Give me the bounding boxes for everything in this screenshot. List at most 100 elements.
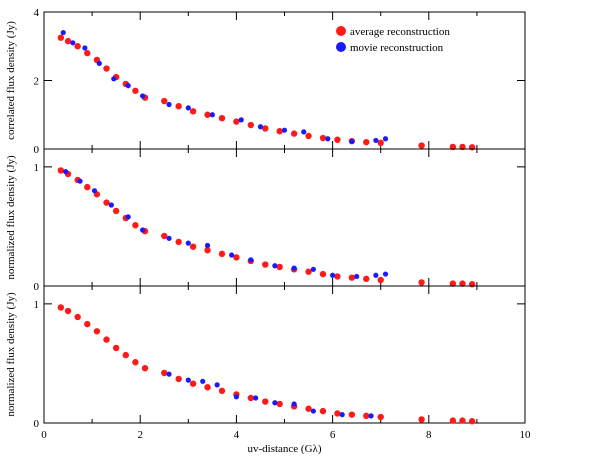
data-point <box>305 132 312 140</box>
data-point <box>166 235 172 241</box>
data-point <box>204 384 211 391</box>
data-point <box>319 407 327 415</box>
data-point <box>233 394 239 400</box>
y-tick-label: 0 <box>34 144 40 156</box>
tick-labels: 0 2 4 <box>34 7 40 156</box>
data-point <box>262 261 269 268</box>
data-point <box>272 400 278 406</box>
data-point <box>377 139 384 147</box>
data-point <box>93 328 101 335</box>
data-point <box>325 136 331 142</box>
data-point <box>64 307 72 315</box>
series-movie <box>166 371 374 419</box>
data-point <box>82 45 88 51</box>
data-point <box>319 134 327 142</box>
data-marks <box>57 304 476 425</box>
data-point <box>377 276 384 284</box>
data-point <box>449 417 457 424</box>
data-point <box>334 410 341 417</box>
data-point <box>189 243 197 250</box>
data-point <box>233 254 240 261</box>
legend-label-average: average reconstruction <box>350 26 450 38</box>
panel-middle: 0 1 normalized flux density (Jy) <box>5 148 526 293</box>
data-point <box>161 232 168 240</box>
data-point <box>91 188 98 194</box>
data-point <box>334 136 341 143</box>
data-point <box>348 274 356 281</box>
y-tick-label: 0 <box>34 281 40 293</box>
data-point <box>305 405 312 412</box>
y-axis-title: normalized flux density (Jy) <box>5 155 17 280</box>
data-point <box>247 394 255 402</box>
data-point <box>218 250 226 258</box>
data-point <box>418 142 425 149</box>
data-point <box>459 417 466 424</box>
data-point <box>204 111 211 118</box>
data-point <box>281 127 288 133</box>
data-point <box>262 125 269 132</box>
data-point <box>363 275 370 283</box>
data-point <box>373 137 379 144</box>
data-point <box>253 395 259 401</box>
data-point <box>363 138 370 146</box>
data-point <box>175 238 182 246</box>
series-movie <box>60 29 389 145</box>
data-point <box>291 401 297 407</box>
data-point <box>103 65 110 72</box>
data-point <box>161 97 168 105</box>
plot-frame <box>43 148 526 287</box>
data-point <box>166 101 172 108</box>
data-point <box>57 304 65 311</box>
y-tick-label: 1 <box>34 162 40 174</box>
data-point <box>84 183 91 191</box>
x-tick-label: 4 <box>234 429 240 441</box>
plot-frame <box>43 285 526 424</box>
data-point <box>334 273 341 280</box>
data-point <box>63 169 69 175</box>
tick-marks <box>43 286 526 424</box>
y-tick-label: 2 <box>34 76 40 88</box>
data-point <box>305 268 312 275</box>
data-point <box>141 365 149 372</box>
data-point <box>291 265 297 271</box>
data-point <box>354 273 360 280</box>
data-point <box>290 130 298 137</box>
data-point <box>468 144 476 151</box>
x-tick-label: 2 <box>137 429 143 441</box>
legend: average reconstruction movie reconstruct… <box>336 26 450 54</box>
legend-label-movie: movie reconstruction <box>350 42 444 54</box>
data-point <box>74 313 81 321</box>
data-point <box>60 29 66 36</box>
data-point <box>132 87 139 94</box>
series-average <box>57 304 476 425</box>
data-point <box>209 112 215 118</box>
data-point <box>140 93 146 99</box>
data-point <box>368 413 374 419</box>
data-point <box>122 351 129 359</box>
data-point <box>132 359 139 366</box>
data-point <box>363 412 370 420</box>
data-point <box>276 127 283 135</box>
data-point <box>204 247 211 254</box>
data-point <box>349 138 355 145</box>
data-point <box>418 279 425 286</box>
data-point <box>348 411 356 418</box>
data-point <box>132 222 139 229</box>
data-marks <box>57 29 476 151</box>
data-point <box>449 280 457 287</box>
data-point <box>74 43 81 50</box>
data-point <box>262 398 269 405</box>
data-point <box>218 114 226 122</box>
tick-labels: 010 2 4 6 8 10 <box>34 299 532 441</box>
data-point <box>57 167 65 174</box>
y-axis-title: normalized flux density (Jy) <box>5 292 17 417</box>
x-tick-label: 6 <box>330 429 336 441</box>
tick-marks <box>43 149 526 287</box>
data-point <box>214 382 220 388</box>
data-point <box>96 60 102 66</box>
y-tick-label: 0 <box>34 418 40 430</box>
data-point <box>166 371 172 377</box>
x-tick-label: 10 <box>520 429 532 441</box>
data-point <box>189 108 197 115</box>
